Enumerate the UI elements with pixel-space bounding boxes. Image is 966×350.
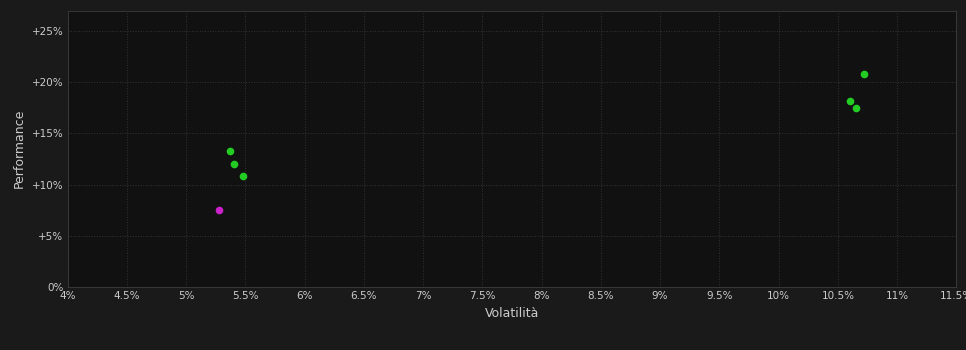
Y-axis label: Performance: Performance	[14, 109, 26, 188]
X-axis label: Volatilità: Volatilità	[485, 307, 539, 320]
